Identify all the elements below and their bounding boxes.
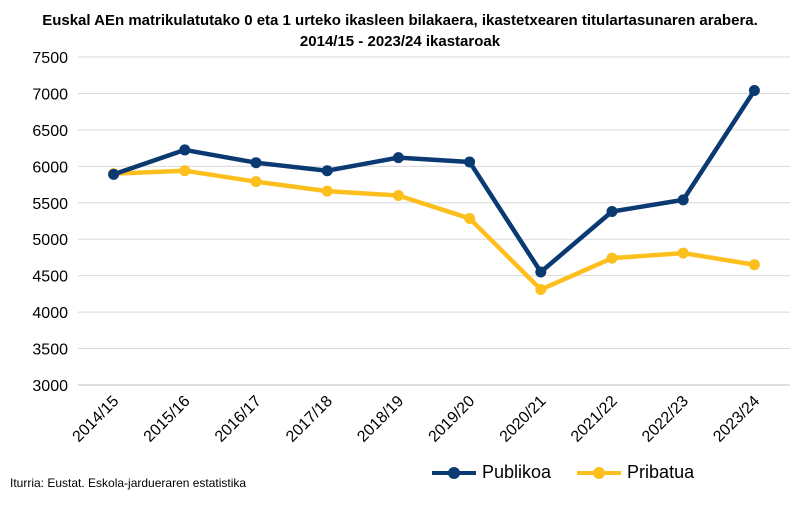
data-point-pribatua (250, 176, 262, 188)
chart-title-line-2: 2014/15 - 2023/24 ikastaroak (299, 33, 501, 50)
legend-swatch-pribatua (577, 465, 622, 481)
x-tick-label: 2023/24 (710, 393, 763, 446)
data-point-publikoa (748, 85, 760, 97)
legend-item-pribatua: Pribatua (577, 462, 694, 483)
data-point-publikoa (606, 206, 618, 218)
y-tick-label: 6000 (32, 159, 68, 176)
x-tick-label: 2014/15 (70, 393, 123, 446)
data-point-publikoa (464, 156, 476, 168)
series-lines (108, 85, 760, 296)
series-line-pribatua (111, 168, 757, 292)
data-point-publikoa (677, 194, 689, 206)
legend-item-publikoa: Publikoa (432, 462, 551, 483)
data-point-publikoa (392, 152, 404, 164)
data-point-pribatua (748, 259, 760, 271)
y-tick-label: 4000 (32, 305, 68, 322)
legend-label-pribatua: Pribatua (627, 462, 695, 482)
x-tick-label: 2022/23 (639, 393, 692, 446)
data-point-pribatua (392, 189, 404, 201)
data-point-pribatua (535, 284, 547, 296)
y-tick-label: 3500 (32, 342, 68, 359)
x-tick-label: 2018/19 (354, 393, 407, 446)
data-point-pribatua (606, 252, 618, 264)
data-point-publikoa (108, 168, 120, 180)
source-note: Iturria: Eustat. Eskola-jardueraren esta… (10, 476, 247, 490)
chart-title: Euskal AEn matrikulatutako 0 eta 1 urtek… (0, 10, 800, 52)
legend-label-publikoa: Publikoa (482, 462, 552, 482)
data-point-publikoa (179, 144, 191, 156)
y-axis-ticks: 3000 3500 4000 4500 5000 5500 6000 6500 7000 7500 (32, 50, 68, 395)
y-tick-label: 3000 (32, 378, 68, 395)
y-tick-label: 4500 (32, 269, 68, 286)
data-point-publikoa (535, 266, 547, 278)
x-tick-label: 2021/22 (568, 393, 621, 446)
x-tick-label: 2020/21 (497, 393, 550, 446)
data-point-publikoa (321, 165, 333, 177)
series-line-publikoa (111, 88, 757, 275)
y-tick-label: 7000 (32, 86, 68, 103)
data-point-pribatua (677, 247, 689, 259)
x-tick-label: 2015/16 (141, 393, 194, 446)
data-point-pribatua (179, 165, 191, 177)
data-point-publikoa (250, 157, 262, 169)
gridlines (78, 56, 790, 386)
x-tick-label: 2017/18 (283, 393, 336, 446)
legend: Publikoa Pribatua (432, 462, 694, 483)
legend-swatch-publikoa (432, 465, 476, 481)
chart-title-line-1: Euskal AEn matrikulatutako 0 eta 1 urtek… (42, 12, 758, 29)
x-tick-label: 2019/20 (426, 393, 479, 446)
y-tick-label: 6500 (32, 123, 68, 140)
data-point-pribatua (464, 212, 476, 224)
y-tick-label: 5500 (32, 196, 68, 213)
x-axis-ticks: 2014/15 2015/16 2016/17 2017/18 2018/19 2019/… (70, 393, 764, 446)
y-tick-label: 7500 (32, 50, 68, 67)
y-tick-label: 5000 (32, 232, 68, 249)
x-tick-label: 2016/17 (212, 393, 265, 446)
data-point-pribatua (321, 185, 333, 197)
